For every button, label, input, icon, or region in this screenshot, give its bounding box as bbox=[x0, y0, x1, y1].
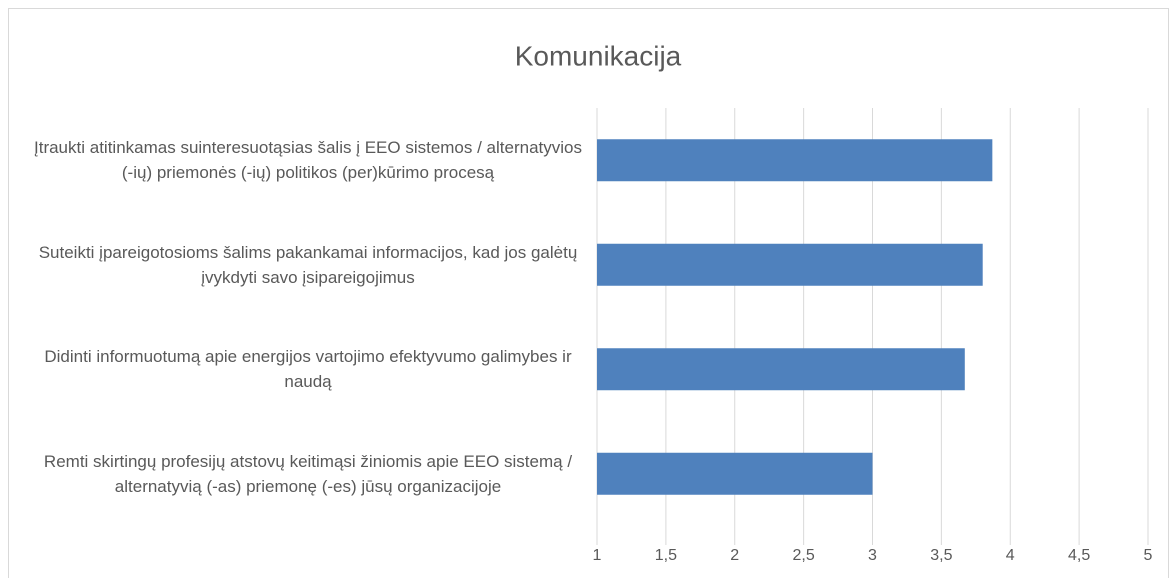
bar bbox=[597, 348, 965, 391]
x-tick-label: 2 bbox=[730, 547, 739, 564]
chart-title: Komunikacija bbox=[515, 40, 682, 71]
bar bbox=[597, 243, 983, 286]
x-tick-label: 3 bbox=[868, 547, 877, 564]
x-tick-label: 2,5 bbox=[793, 547, 815, 564]
x-tick-label: 5 bbox=[1144, 547, 1153, 564]
y-tick-label: Įtraukti atitinkamas suinteresuotąsias š… bbox=[34, 138, 582, 183]
x-tick-label: 1,5 bbox=[655, 547, 677, 564]
y-tick-label: Didinti informuotumą apie energijos vart… bbox=[44, 347, 572, 392]
y-tick-label: Suteikti įpareigotosioms šalims pakankam… bbox=[38, 242, 578, 287]
x-tick-label: 3,5 bbox=[930, 547, 952, 564]
x-tick-label: 1 bbox=[593, 547, 602, 564]
x-tick-label: 4 bbox=[1006, 547, 1015, 564]
chart-border bbox=[8, 8, 1169, 578]
y-tick-label: Remti skirtingų profesijų atstovų keitim… bbox=[43, 451, 573, 496]
bar bbox=[597, 139, 993, 182]
bar bbox=[597, 452, 873, 495]
x-tick-label: 4,5 bbox=[1068, 547, 1090, 564]
